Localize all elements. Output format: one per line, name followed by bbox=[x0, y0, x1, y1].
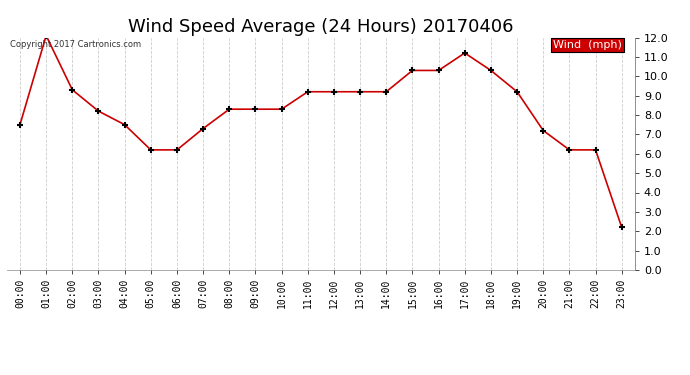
Text: Wind  (mph): Wind (mph) bbox=[553, 40, 622, 50]
Title: Wind Speed Average (24 Hours) 20170406: Wind Speed Average (24 Hours) 20170406 bbox=[128, 18, 513, 36]
Text: Copyright 2017 Cartronics.com: Copyright 2017 Cartronics.com bbox=[10, 40, 141, 49]
